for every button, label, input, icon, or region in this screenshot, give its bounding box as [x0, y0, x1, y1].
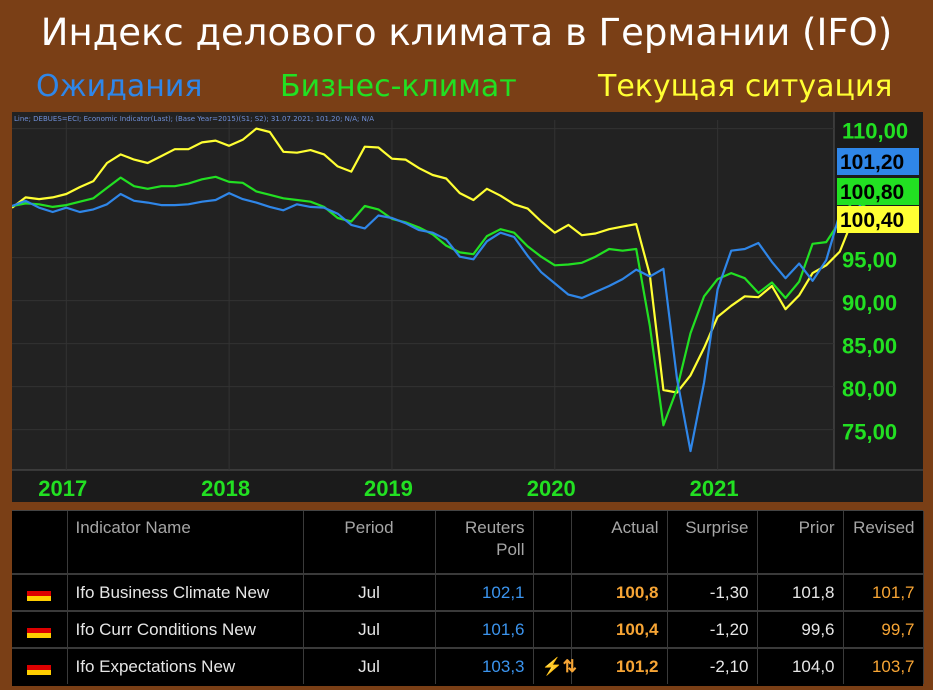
y-tick-label: 80,00 — [842, 377, 897, 402]
header-flag — [12, 511, 68, 574]
series-line-business-climate — [12, 175, 868, 427]
revised-value: 101,7 — [843, 573, 924, 611]
last-value-box-current-situation — [837, 206, 919, 233]
surprise-value: -1,30 — [667, 573, 758, 611]
last-value-box-business-climate — [837, 178, 919, 205]
chart-panel: 110,00 95,00 90,00 85,00 80,00 75,00 2017 2018 2… — [12, 112, 923, 502]
lightning-alert-icon[interactable]: ⚡⇅ — [533, 647, 577, 684]
indicator-table: Indicator Name Period Reuters Poll Actua… — [12, 511, 924, 684]
reuters-poll: 101,6 — [435, 610, 534, 648]
table-row[interactable]: Ifo Business Climate New Jul 102,1 100,8… — [12, 573, 924, 611]
legend-business-climate: Бизнес-климат — [280, 69, 517, 104]
header-actual[interactable]: Actual — [571, 511, 668, 574]
header-reuters-poll[interactable]: Reuters Poll — [435, 511, 534, 574]
x-tick-label: 2020 — [527, 476, 576, 501]
line-chart: 110,00 95,00 90,00 85,00 80,00 75,00 2017 2018 2… — [12, 112, 923, 501]
germany-flag-icon — [12, 610, 68, 648]
table-header-row: Indicator Name Period Reuters Poll Actua… — [12, 511, 924, 574]
page-title: Индекс делового климата в Германии (IFO) — [40, 11, 893, 54]
prior-value: 101,8 — [757, 573, 844, 611]
plot-area — [12, 112, 834, 470]
surprise-value: -1,20 — [667, 610, 758, 648]
header-surprise[interactable]: Surprise — [667, 511, 758, 574]
indicator-name: Ifo Expectations New — [67, 647, 304, 684]
alert-icon — [533, 573, 572, 611]
prior-value: 104,0 — [757, 647, 844, 684]
x-tick-label: 2017 — [38, 476, 87, 501]
series-line-expectations — [12, 179, 896, 453]
y-tick-label: 85,00 — [842, 334, 897, 359]
indicator-name: Ifo Business Climate New — [67, 573, 304, 611]
series-line-current-situation — [12, 127, 868, 394]
period: Jul — [303, 610, 436, 648]
x-tick-label: 2021 — [690, 476, 739, 501]
revised-value: 99,7 — [843, 610, 924, 648]
header-period[interactable]: Period — [303, 511, 436, 574]
header-revised[interactable]: Revised — [843, 511, 924, 574]
header-prior[interactable]: Prior — [757, 511, 844, 574]
actual-value: 100,4 — [571, 610, 668, 648]
header-indicator-name[interactable]: Indicator Name — [67, 511, 304, 574]
chart-header-info: Line; DEBUES=ECI; Economic Indicator(Las… — [14, 115, 375, 123]
legend-current-situation: Текущая ситуация — [598, 69, 893, 104]
period: Jul — [303, 573, 436, 611]
indicator-name: Ifo Curr Conditions New — [67, 610, 304, 648]
y-tick-label: 90,00 — [842, 291, 897, 316]
last-value-box-expectations — [837, 148, 919, 175]
alert-icon — [533, 610, 572, 648]
germany-flag-icon — [12, 647, 68, 684]
actual-value: 100,8 — [571, 573, 668, 611]
x-tick-label: 2018 — [201, 476, 250, 501]
x-tick-label: 2019 — [364, 476, 413, 501]
surprise-value: -2,10 — [667, 647, 758, 684]
last-value-label-current-situation: 100,40 — [840, 209, 904, 232]
table-row[interactable]: Ifo Expectations New Jul 103,3 ⚡⇅ 101,2 … — [12, 647, 924, 684]
indicator-table-panel: Indicator Name Period Reuters Poll Actua… — [12, 510, 924, 686]
y-tick-label: 75,00 — [842, 420, 897, 445]
actual-value: 101,2 — [571, 647, 668, 684]
revised-value: 103,7 — [843, 647, 924, 684]
legend-expectations: Ожидания — [36, 69, 203, 104]
period: Jul — [303, 647, 436, 684]
reuters-poll: 102,1 — [435, 573, 534, 611]
y-tick-label: 110,00 — [842, 119, 908, 144]
table-row[interactable]: Ifo Curr Conditions New Jul 101,6 100,4 … — [12, 610, 924, 648]
reuters-poll: 103,3 — [435, 647, 534, 684]
header-alert — [533, 511, 572, 574]
last-value-label-business-climate: 100,80 — [840, 181, 904, 204]
germany-flag-icon — [12, 573, 68, 611]
prior-value: 99,6 — [757, 610, 844, 648]
y-tick-label: 95,00 — [842, 248, 897, 273]
last-value-label-expectations: 101,20 — [840, 151, 904, 174]
